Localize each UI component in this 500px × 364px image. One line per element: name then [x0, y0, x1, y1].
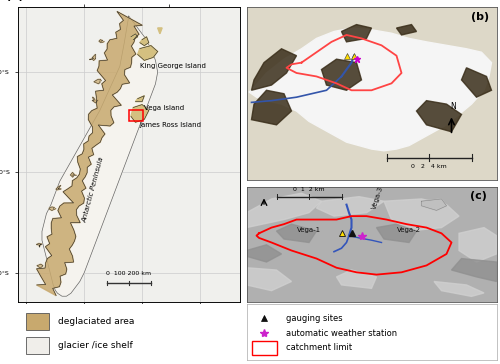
Text: Antarctic Peninsula: Antarctic Peninsula [82, 157, 105, 223]
Text: Vega-2: Vega-2 [396, 227, 420, 233]
Text: 0  1  2 km: 0 1 2 km [293, 187, 325, 192]
Bar [252, 341, 276, 355]
Polygon shape [92, 97, 98, 103]
Polygon shape [131, 104, 149, 122]
Polygon shape [246, 268, 292, 290]
Polygon shape [49, 207, 56, 210]
Polygon shape [384, 199, 459, 231]
Text: (c): (c) [470, 191, 486, 201]
Polygon shape [322, 59, 362, 90]
Polygon shape [396, 25, 416, 35]
Bar [26, 337, 48, 353]
Polygon shape [434, 281, 484, 296]
Polygon shape [138, 46, 158, 60]
Polygon shape [36, 243, 42, 247]
Text: Vega-1: Vega-1 [298, 227, 322, 233]
Polygon shape [99, 40, 104, 43]
Text: King George Island: King George Island [140, 63, 206, 69]
Polygon shape [94, 79, 102, 84]
Polygon shape [131, 34, 138, 40]
Text: Vega-3: Vega-3 [372, 186, 384, 210]
Polygon shape [36, 11, 142, 296]
Polygon shape [158, 28, 162, 34]
Polygon shape [276, 224, 316, 242]
Text: (a): (a) [6, 0, 24, 1]
Polygon shape [452, 258, 496, 281]
Polygon shape [70, 172, 76, 177]
Polygon shape [246, 245, 282, 262]
Polygon shape [249, 28, 492, 151]
Polygon shape [416, 100, 462, 132]
Polygon shape [459, 228, 496, 262]
Polygon shape [37, 264, 43, 268]
Text: catchment limit: catchment limit [286, 344, 352, 352]
Text: gauging sites: gauging sites [286, 313, 343, 323]
Bar [26, 313, 48, 330]
Polygon shape [246, 193, 322, 228]
Text: glacier /ice shelf: glacier /ice shelf [58, 341, 132, 350]
Polygon shape [56, 185, 62, 190]
Polygon shape [252, 49, 296, 90]
Polygon shape [252, 90, 292, 125]
Polygon shape [140, 37, 149, 46]
Polygon shape [316, 197, 384, 216]
Text: automatic weather station: automatic weather station [286, 329, 398, 338]
Text: 0  100 200 km: 0 100 200 km [106, 270, 152, 276]
Polygon shape [342, 25, 372, 42]
Polygon shape [90, 54, 96, 60]
Text: (b): (b) [471, 12, 489, 23]
Text: Vega Island: Vega Island [144, 104, 184, 111]
Polygon shape [42, 16, 158, 296]
Bar [129, 110, 143, 121]
Polygon shape [336, 270, 376, 288]
Polygon shape [462, 68, 492, 97]
Polygon shape [422, 199, 446, 210]
Text: N: N [450, 102, 456, 111]
Polygon shape [136, 96, 144, 102]
Text: 0   2   4 km: 0 2 4 km [411, 164, 447, 169]
Text: James Ross Island: James Ross Island [140, 122, 202, 128]
Polygon shape [376, 224, 416, 242]
Text: deglaciated area: deglaciated area [58, 317, 134, 326]
